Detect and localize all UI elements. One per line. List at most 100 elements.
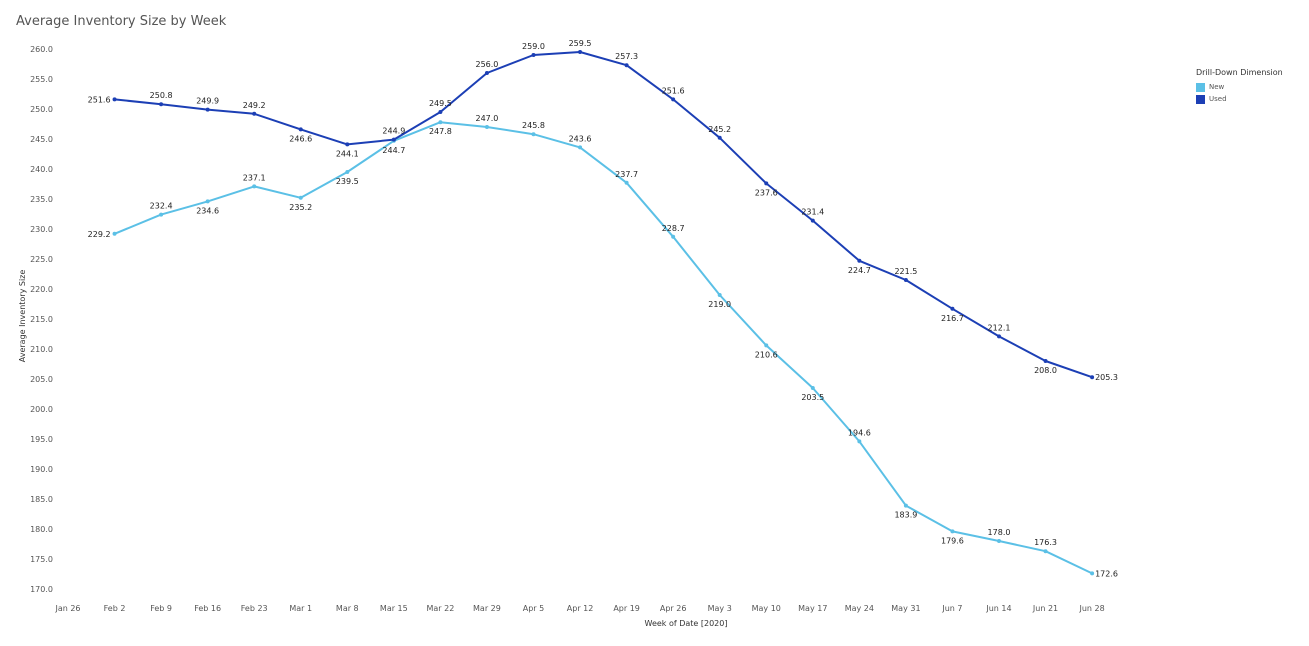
data-point-used: [857, 258, 862, 263]
y-tick-label: 195.0: [30, 435, 53, 444]
x-tick-label: Jun 14: [985, 604, 1011, 613]
legend-label-used: Used: [1209, 95, 1227, 103]
data-label-new: 237.1: [243, 173, 266, 182]
data-point-used: [997, 334, 1001, 339]
data-point-new: [950, 529, 955, 534]
data-point-new: [298, 195, 303, 200]
data-label-new: 179.6: [941, 536, 964, 545]
data-label-new: 203.5: [801, 393, 824, 402]
data-label-used: 249.2: [243, 101, 266, 110]
data-point-new: [1090, 571, 1095, 576]
x-tick-label: Mar 8: [336, 604, 359, 613]
data-label-new: 219.0: [708, 300, 731, 309]
y-axis-title: Average Inventory Size: [18, 270, 27, 363]
y-tick-label: 200.0: [30, 405, 53, 414]
data-label-used: 259.0: [522, 42, 545, 51]
data-point-used: [205, 107, 210, 112]
data-label-used: 216.7: [941, 314, 964, 323]
data-point-used: [159, 102, 164, 107]
y-tick-label: 250.0: [30, 105, 53, 114]
x-tick-label: Feb 2: [104, 604, 126, 613]
data-label-used: 249.5: [429, 99, 452, 108]
legend[interactable]: Drill-Down Dimension New Used: [1196, 68, 1283, 105]
data-point-used: [484, 71, 489, 75]
y-tick-label: 225.0: [30, 255, 53, 264]
data-label-used: 251.6: [662, 86, 685, 95]
data-point-new: [903, 503, 908, 508]
data-point-used: [1043, 359, 1048, 363]
data-point-used: [438, 110, 443, 114]
data-point-new: [438, 120, 443, 125]
data-label-used: 249.9: [196, 97, 219, 106]
data-label-used: 221.5: [894, 267, 917, 276]
data-point-new: [1043, 549, 1048, 554]
x-tick-label: Mar 1: [289, 604, 312, 613]
data-point-new: [578, 145, 583, 150]
x-tick-label: May 17: [798, 604, 827, 613]
x-tick-label: Feb 16: [194, 604, 221, 613]
x-tick-label: Apr 26: [660, 604, 687, 613]
data-label-used: 208.0: [1034, 366, 1057, 375]
data-label-new: 194.6: [848, 428, 871, 437]
data-label-new: 176.3: [1034, 538, 1057, 547]
data-label-new: 178.0: [988, 528, 1011, 537]
data-label-new: 172.6: [1095, 569, 1118, 578]
data-point-used: [345, 142, 350, 147]
data-label-new: 183.9: [894, 511, 917, 520]
data-point-new: [997, 539, 1001, 543]
data-label-used: 205.3: [1095, 373, 1118, 382]
y-tick-label: 245.0: [30, 135, 53, 144]
data-label-used: 251.6: [88, 95, 111, 104]
x-tick-label: Jun 7: [941, 604, 962, 613]
data-point-used: [391, 137, 396, 142]
x-tick-label: Mar 22: [426, 604, 454, 613]
data-point-used: [578, 50, 583, 54]
data-label-used: 250.8: [150, 91, 173, 100]
y-tick-label: 230.0: [30, 225, 53, 234]
y-tick-label: 240.0: [30, 165, 53, 174]
data-label-used: 256.0: [475, 60, 498, 69]
data-point-used: [531, 53, 536, 57]
data-label-used: 257.3: [615, 52, 638, 61]
data-label-new: 210.6: [755, 350, 778, 359]
legend-item-used[interactable]: Used: [1196, 93, 1283, 105]
data-label-new: 232.4: [150, 202, 173, 211]
x-tick-label: Apr 12: [567, 604, 594, 613]
y-tick-label: 180.0: [30, 525, 53, 534]
data-point-used: [1090, 375, 1095, 380]
data-point-new: [810, 386, 815, 390]
data-label-new: 247.0: [475, 114, 498, 123]
legend-swatch-new: [1196, 82, 1205, 92]
y-tick-label: 255.0: [30, 75, 53, 84]
data-point-new: [205, 199, 210, 204]
data-point-new: [159, 212, 164, 217]
x-tick-label: Jun 21: [1032, 604, 1058, 613]
data-point-used: [624, 63, 629, 68]
data-point-used: [252, 111, 257, 116]
data-point-new: [252, 184, 257, 189]
data-point-used: [903, 278, 908, 282]
data-point-new: [531, 132, 536, 137]
chart-title: Average Inventory Size by Week: [16, 14, 227, 29]
y-tick-label: 260.0: [30, 45, 53, 54]
data-label-used: 244.9: [382, 127, 405, 136]
x-tick-label: May 24: [845, 604, 874, 613]
x-tick-label: May 10: [752, 604, 781, 613]
legend-item-new[interactable]: New: [1196, 81, 1283, 93]
x-tick-label: Apr 19: [613, 604, 640, 613]
data-label-new: 229.2: [88, 230, 111, 239]
y-tick-label: 185.0: [30, 495, 53, 504]
data-label-new: 245.8: [522, 121, 545, 130]
data-point-used: [810, 218, 815, 223]
x-tick-label: Feb 23: [241, 604, 268, 613]
data-label-new: 247.8: [429, 127, 452, 136]
data-point-new: [671, 234, 676, 239]
y-tick-label: 210.0: [30, 345, 53, 354]
y-tick-label: 215.0: [30, 315, 53, 324]
data-label-new: 235.2: [289, 203, 312, 212]
data-label-used: 212.1: [988, 323, 1011, 332]
legend-label-new: New: [1209, 83, 1225, 91]
x-tick-label: Jan 26: [54, 604, 80, 613]
data-label-new: 237.7: [615, 170, 638, 179]
